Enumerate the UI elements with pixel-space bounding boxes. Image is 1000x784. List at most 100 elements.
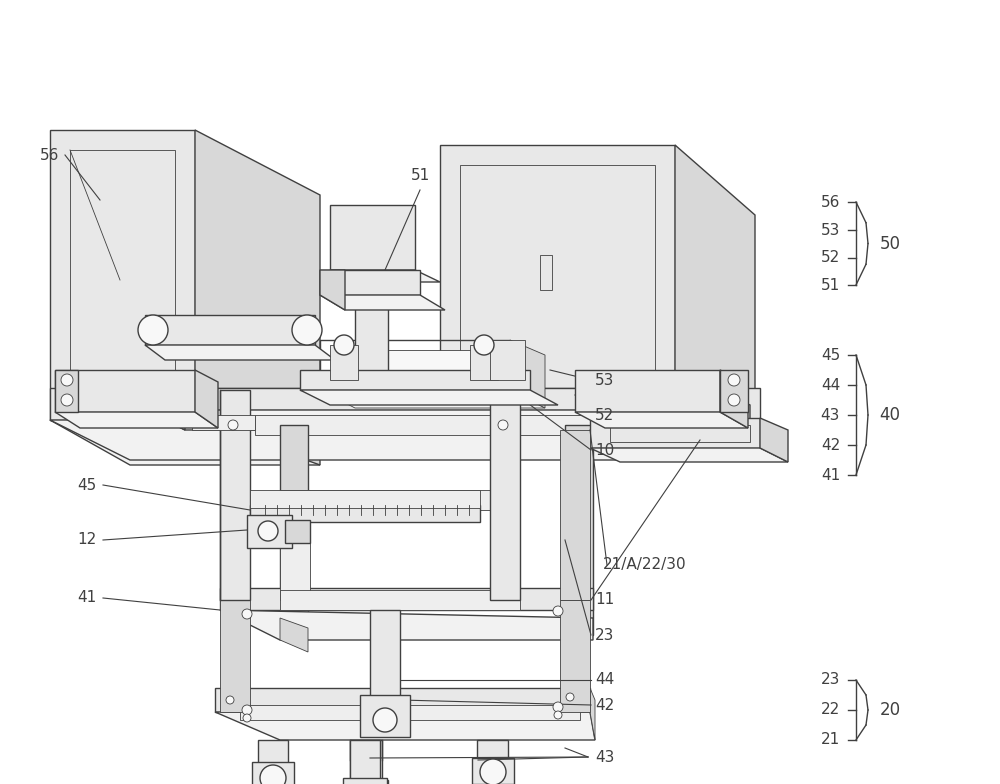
Polygon shape: [575, 412, 748, 428]
Text: 51: 51: [821, 278, 840, 292]
Polygon shape: [320, 390, 545, 408]
Circle shape: [138, 315, 168, 345]
Polygon shape: [280, 425, 308, 635]
Circle shape: [226, 696, 234, 704]
Polygon shape: [250, 505, 480, 522]
Polygon shape: [477, 740, 508, 762]
Text: 50: 50: [880, 234, 900, 252]
Polygon shape: [195, 370, 218, 428]
Circle shape: [61, 374, 73, 386]
Polygon shape: [715, 388, 750, 430]
Bar: [344, 780, 388, 784]
Polygon shape: [350, 740, 382, 784]
Polygon shape: [490, 340, 525, 380]
Circle shape: [728, 374, 740, 386]
Polygon shape: [720, 370, 748, 412]
Bar: [360, 695, 410, 737]
Circle shape: [258, 521, 278, 541]
Polygon shape: [370, 610, 400, 700]
Polygon shape: [55, 412, 218, 428]
Polygon shape: [55, 370, 78, 412]
Text: 52: 52: [595, 408, 615, 423]
Text: 42: 42: [595, 698, 615, 713]
Polygon shape: [258, 740, 288, 766]
Polygon shape: [220, 610, 593, 640]
Polygon shape: [240, 705, 580, 720]
Circle shape: [553, 702, 563, 712]
Polygon shape: [215, 688, 590, 712]
Polygon shape: [50, 388, 760, 420]
Text: 11: 11: [595, 593, 615, 608]
Text: 56: 56: [40, 147, 60, 162]
Bar: [472, 758, 514, 784]
Polygon shape: [50, 420, 320, 465]
Polygon shape: [192, 415, 255, 430]
Polygon shape: [300, 390, 558, 405]
Polygon shape: [195, 130, 320, 465]
Polygon shape: [145, 388, 185, 430]
Text: 41: 41: [821, 467, 840, 482]
Polygon shape: [50, 130, 195, 420]
Polygon shape: [440, 420, 755, 458]
Text: 21: 21: [821, 732, 840, 747]
Text: 53: 53: [595, 372, 615, 387]
Circle shape: [242, 609, 252, 619]
Text: 41: 41: [77, 590, 97, 605]
Text: 51: 51: [410, 168, 430, 183]
Circle shape: [728, 394, 740, 406]
Polygon shape: [675, 145, 755, 458]
Polygon shape: [490, 490, 520, 600]
Text: 12: 12: [77, 532, 97, 547]
Circle shape: [228, 420, 238, 430]
Text: 45: 45: [77, 477, 97, 492]
Polygon shape: [330, 205, 415, 270]
Text: 21/A/22/30: 21/A/22/30: [603, 557, 687, 572]
Polygon shape: [470, 345, 498, 380]
Polygon shape: [280, 618, 308, 652]
Polygon shape: [280, 490, 310, 600]
Polygon shape: [280, 490, 520, 510]
Polygon shape: [575, 370, 720, 412]
Polygon shape: [330, 270, 440, 282]
Text: 56: 56: [821, 194, 840, 209]
Polygon shape: [560, 430, 590, 600]
Polygon shape: [565, 425, 593, 635]
Text: 23: 23: [595, 627, 615, 643]
Text: 40: 40: [880, 406, 900, 424]
Polygon shape: [440, 145, 675, 420]
Polygon shape: [490, 390, 520, 600]
Polygon shape: [220, 588, 593, 610]
Circle shape: [292, 315, 322, 345]
Polygon shape: [285, 520, 310, 543]
Circle shape: [242, 705, 252, 715]
Polygon shape: [330, 345, 358, 380]
Text: 42: 42: [821, 437, 840, 452]
Circle shape: [334, 335, 354, 355]
Text: 22: 22: [821, 702, 840, 717]
Polygon shape: [510, 340, 545, 408]
Text: 10: 10: [595, 442, 615, 458]
Circle shape: [498, 420, 508, 430]
Text: 45: 45: [821, 347, 840, 362]
Text: 44: 44: [821, 378, 840, 393]
Polygon shape: [50, 420, 775, 460]
Polygon shape: [590, 448, 788, 462]
Circle shape: [260, 765, 286, 784]
Circle shape: [480, 759, 506, 784]
Polygon shape: [255, 415, 720, 435]
Circle shape: [61, 394, 73, 406]
Text: 20: 20: [879, 701, 901, 719]
Polygon shape: [145, 410, 750, 430]
Polygon shape: [355, 295, 388, 388]
Polygon shape: [320, 295, 445, 310]
Polygon shape: [590, 688, 595, 740]
Polygon shape: [145, 388, 715, 410]
Polygon shape: [350, 740, 380, 784]
Polygon shape: [215, 712, 595, 740]
Polygon shape: [320, 270, 420, 295]
Polygon shape: [220, 600, 250, 712]
Polygon shape: [247, 515, 292, 548]
Circle shape: [554, 711, 562, 719]
Text: 53: 53: [821, 223, 840, 238]
Polygon shape: [320, 270, 345, 310]
